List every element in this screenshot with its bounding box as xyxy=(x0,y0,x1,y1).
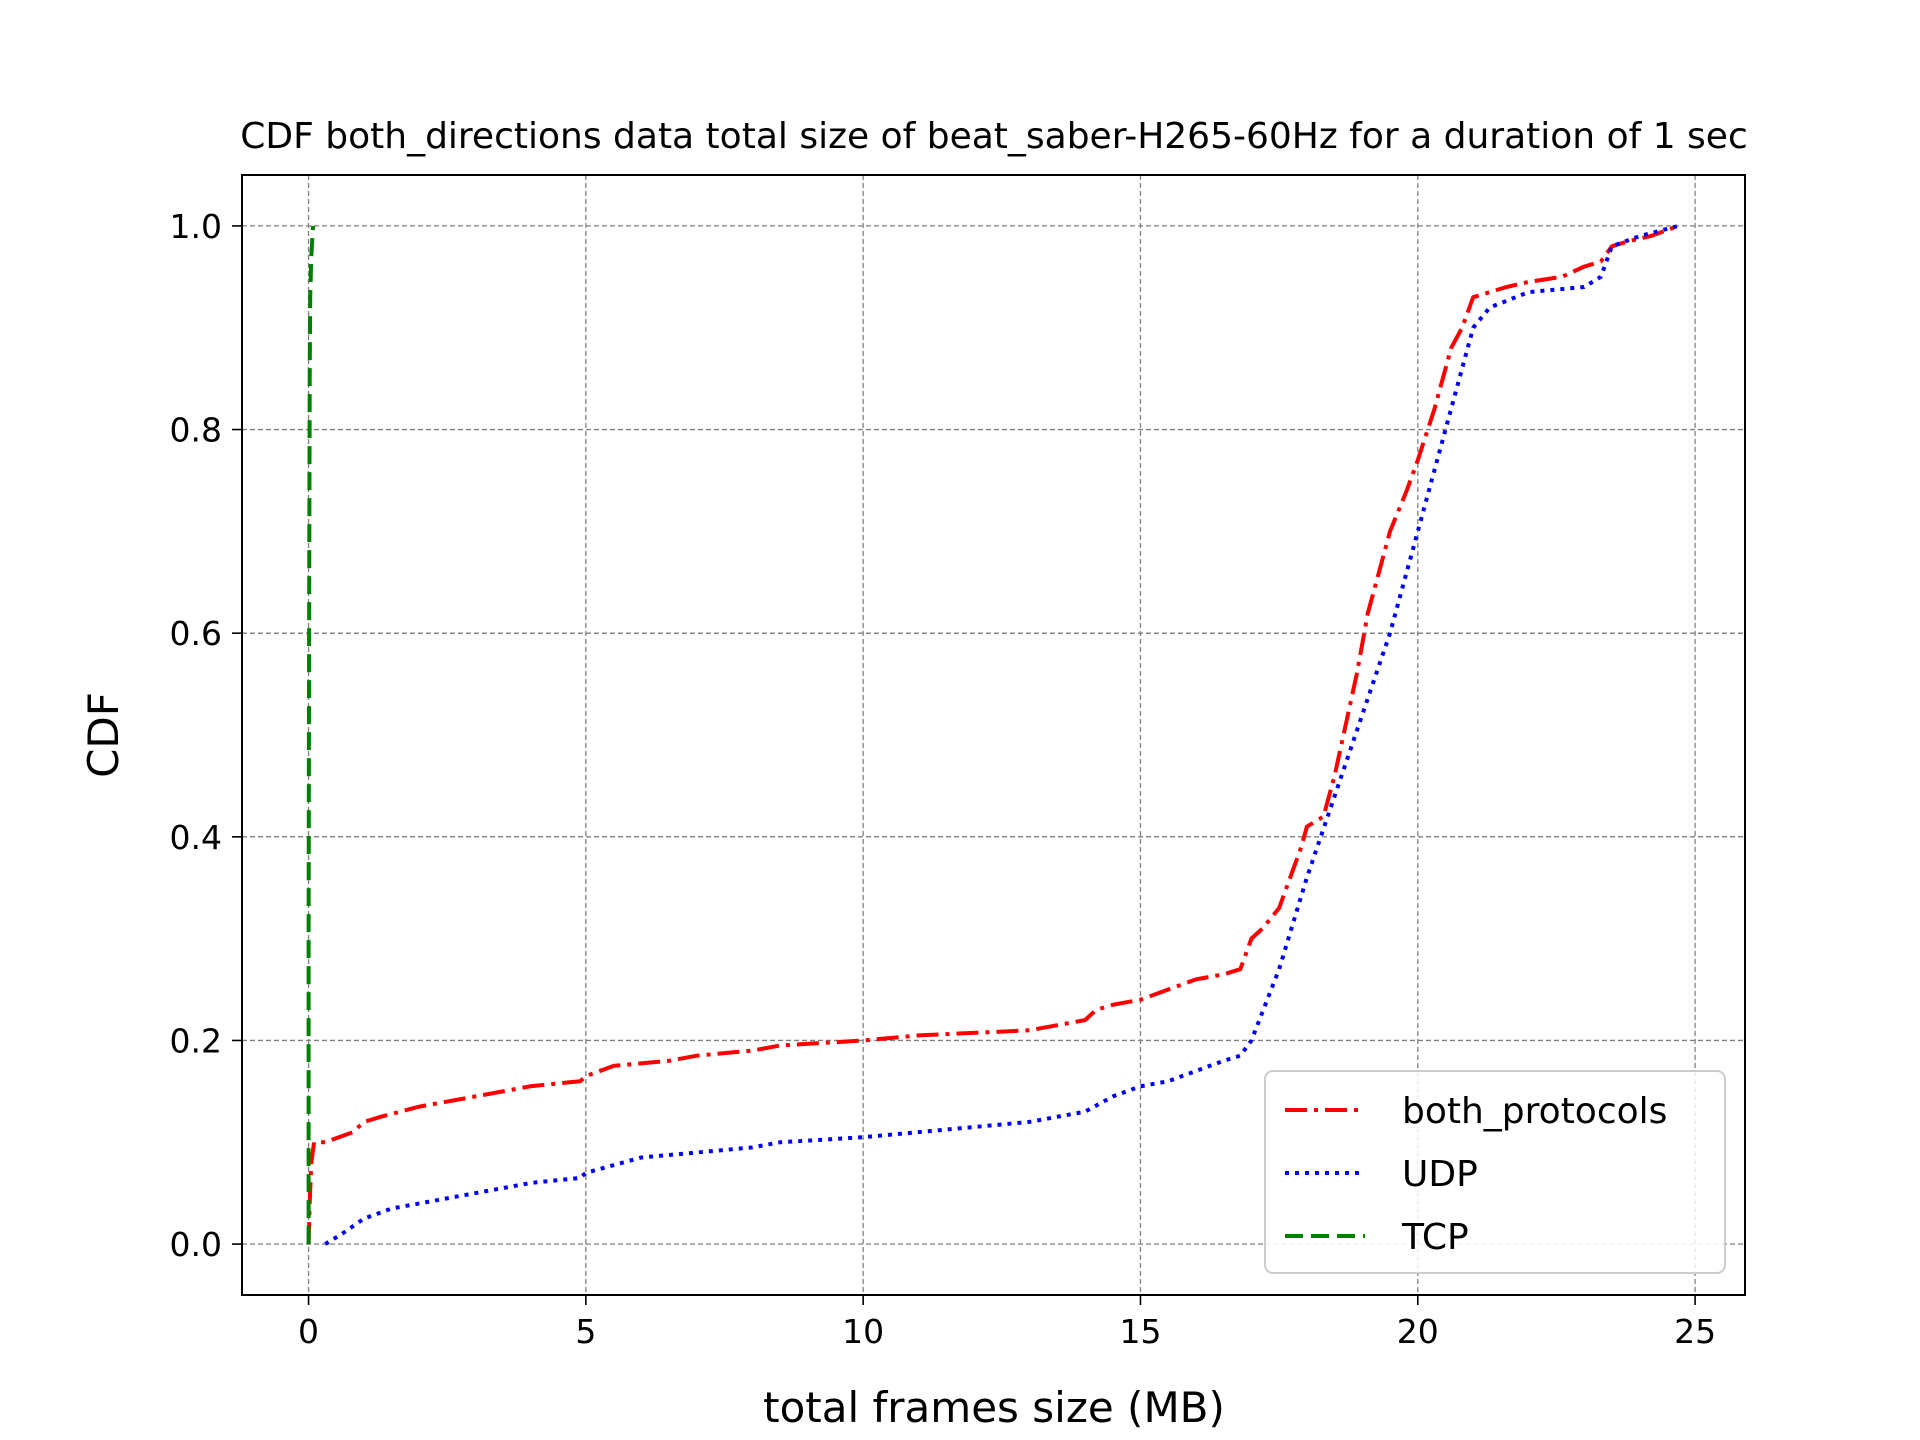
series-line-both-protocols xyxy=(306,224,1680,1245)
y-tick-label: 0.6 xyxy=(170,614,222,653)
x-tick-label: 10 xyxy=(842,1312,884,1351)
y-tick-label: 0.0 xyxy=(170,1225,222,1264)
y-tick-label: 0.2 xyxy=(170,1021,222,1060)
legend-box xyxy=(1264,1070,1726,1274)
legend-label: UDP xyxy=(1402,1154,1478,1195)
x-tick-label: 0 xyxy=(298,1312,319,1351)
y-tick-label: 1.0 xyxy=(170,207,222,246)
legend-label: both_protocols xyxy=(1402,1091,1667,1132)
chart-title: CDF both_directions data total size of b… xyxy=(240,116,1748,157)
x-tick-label: 5 xyxy=(575,1312,596,1351)
y-axis-label: CDF xyxy=(79,692,128,778)
x-tick-label: 15 xyxy=(1119,1312,1161,1351)
series-line-tcp xyxy=(306,225,315,1245)
x-tick-label: 20 xyxy=(1397,1312,1439,1351)
legend-label: TCP xyxy=(1401,1217,1469,1258)
y-tick-label: 0.4 xyxy=(170,818,222,857)
legend-items: both_protocols UDP TCP xyxy=(1285,1091,1667,1258)
plot-frame xyxy=(241,174,1746,1296)
grid-lines xyxy=(242,175,1745,1295)
x-axis-label: total frames size (MB) xyxy=(763,1383,1225,1432)
series-line-udp xyxy=(324,223,1679,1246)
series-layer xyxy=(306,223,1680,1246)
y-tick-label: 0.8 xyxy=(170,411,222,450)
axis-ticks: 0 5 10 15 20 25 0.0 0.2 0.4 0.6 0.8 1.0 xyxy=(170,207,1717,1351)
x-tick-label: 25 xyxy=(1674,1312,1716,1351)
legend: both_protocols UDP TCP xyxy=(1264,1070,1726,1274)
